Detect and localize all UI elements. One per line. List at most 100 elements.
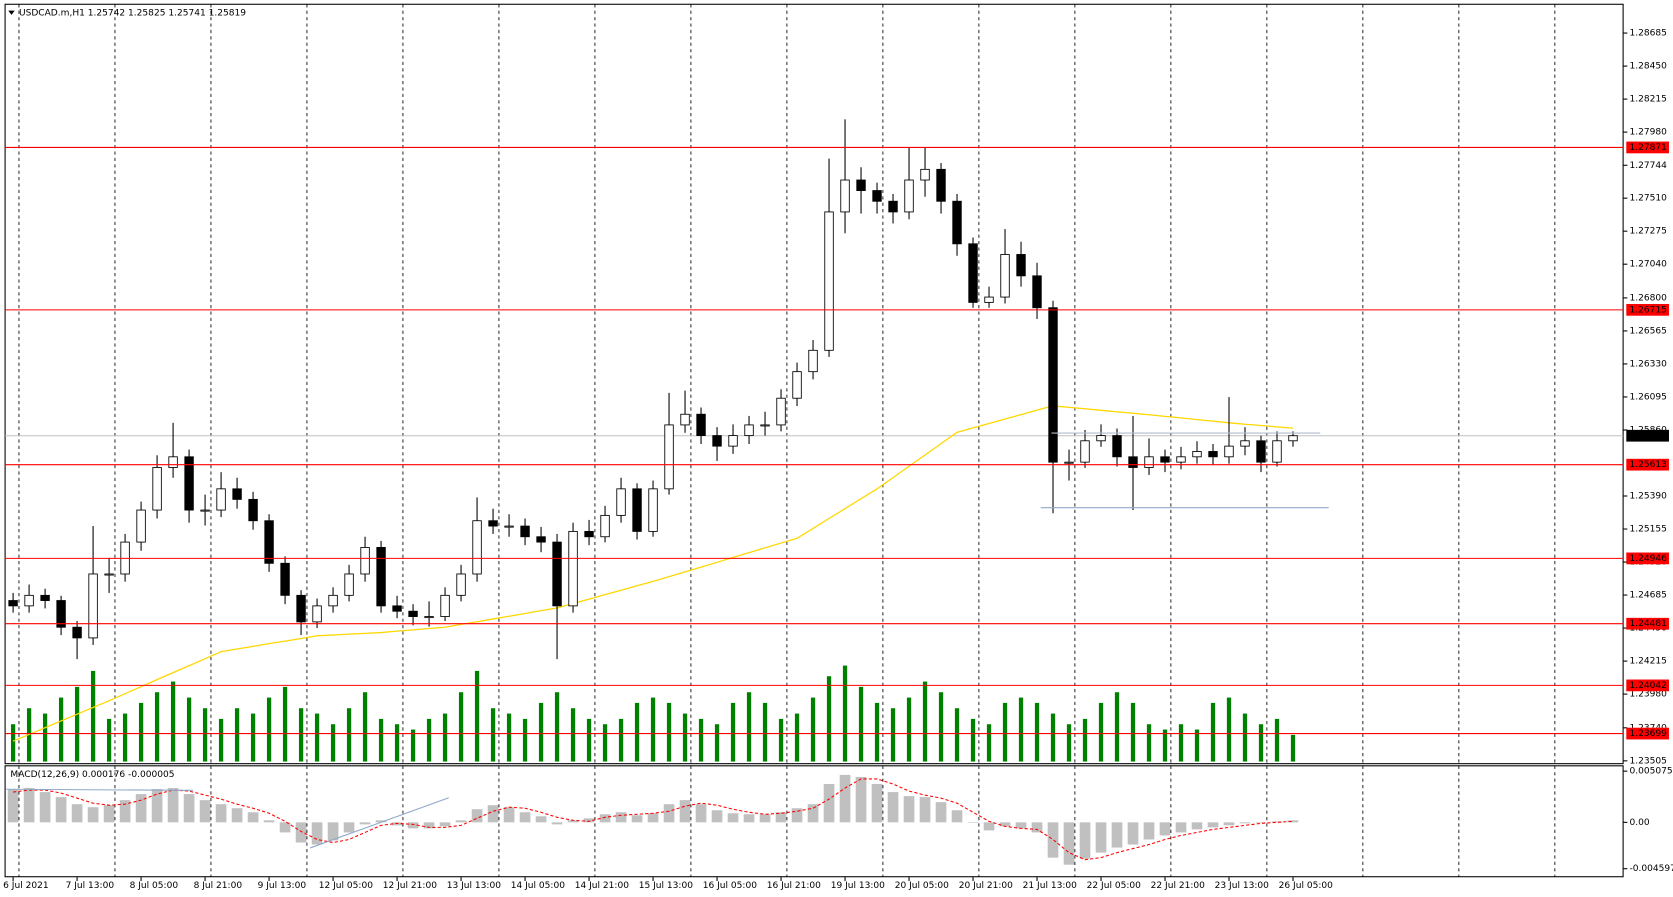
volume-bar <box>266 697 272 762</box>
volume-bar <box>90 670 96 762</box>
volume-bar <box>378 718 384 762</box>
level-label: 1.24946 <box>1630 554 1668 564</box>
candle-body <box>280 562 290 596</box>
y-tick-label: 1.26330 <box>1630 359 1668 369</box>
volume-bar <box>634 702 640 762</box>
volume-bar <box>1242 713 1248 762</box>
candle-body <box>1048 307 1058 463</box>
candle-body <box>88 573 98 639</box>
candle-body <box>184 456 194 511</box>
volume-bar <box>1290 734 1296 762</box>
candle-body <box>472 520 482 575</box>
plot <box>5 119 1624 865</box>
volume-bar <box>10 724 16 762</box>
candle-body <box>56 600 66 628</box>
candle-body <box>552 541 562 607</box>
candle-body <box>1064 461 1074 464</box>
volume-bar <box>554 692 560 762</box>
macd-bar <box>215 804 227 823</box>
macd-bar <box>823 784 835 823</box>
volume-bar <box>954 708 960 762</box>
volume-bar <box>298 708 304 762</box>
last-price-tag <box>1626 429 1669 442</box>
macd-bar <box>1255 822 1267 823</box>
x-tick-label: 16 Jul 05:00 <box>703 881 757 891</box>
macd-bar <box>487 805 499 823</box>
macd-bar <box>1271 821 1283 823</box>
candle-body <box>1288 435 1298 442</box>
volume-bar <box>74 686 80 762</box>
candle-body <box>1160 456 1170 463</box>
x-tick-label: 9 Jul 13:00 <box>258 881 307 891</box>
macd-bar <box>167 788 179 823</box>
candle-body <box>376 546 386 607</box>
macd-bar <box>231 808 243 823</box>
candle-body <box>584 530 594 538</box>
candle-body <box>1144 456 1154 468</box>
macd-bar <box>743 814 755 823</box>
candle-body <box>104 573 114 576</box>
macd-bar <box>1239 822 1251 824</box>
macd-bar <box>1159 822 1171 836</box>
x-tick-label: 20 Jul 05:00 <box>895 881 949 891</box>
candle-body <box>760 424 770 427</box>
volume-bar <box>186 697 192 762</box>
x-tick-label: 14 Jul 21:00 <box>575 881 629 891</box>
macd-title: MACD(12,26,9) 0.000176 -0.000005 <box>10 770 174 780</box>
candle-body <box>456 573 466 596</box>
macd-bar <box>583 818 595 823</box>
candle-body <box>1096 435 1106 442</box>
candle-body <box>1272 440 1282 463</box>
macd-bar <box>615 812 627 823</box>
macd-bar <box>1111 822 1123 848</box>
macd-bar <box>87 807 99 823</box>
volume-bar <box>570 708 576 762</box>
y-tick-label: 1.23505 <box>1630 756 1667 766</box>
macd-bar <box>407 822 419 829</box>
macd-bar <box>919 797 931 823</box>
macd-bar <box>103 805 115 823</box>
candle-body <box>72 626 82 639</box>
macd-bar <box>39 792 51 823</box>
macd-bar <box>983 822 995 831</box>
x-tick-label: 19 Jul 13:00 <box>831 881 885 891</box>
candle-body <box>536 536 546 543</box>
x-tick-label: 22 Jul 21:00 <box>1151 881 1205 891</box>
macd-bar <box>359 822 371 825</box>
y-tick-label: 1.24685 <box>1630 591 1667 601</box>
volume-bar <box>1258 724 1264 762</box>
volume-bar <box>1226 697 1232 762</box>
level-tag <box>1626 458 1669 471</box>
candle-body <box>392 605 402 612</box>
candle-body <box>648 488 658 532</box>
volume-bar <box>282 686 288 762</box>
volume-bar <box>906 697 912 762</box>
candle-body <box>664 424 674 490</box>
volume-bar <box>618 718 624 762</box>
macd-bar <box>423 822 435 829</box>
candle-body <box>296 594 306 623</box>
macd-bar <box>471 809 483 823</box>
volume-bar <box>1194 729 1200 762</box>
volume-bar <box>1050 713 1056 762</box>
candle-body <box>920 168 930 181</box>
x-tick-label: 12 Jul 05:00 <box>319 881 373 891</box>
candle-body <box>1128 456 1138 468</box>
x-tick-label: 20 Jul 21:00 <box>959 881 1013 891</box>
macd-bar <box>855 776 867 823</box>
volume-bar <box>858 686 864 762</box>
volume-bar <box>170 681 176 762</box>
candle-body <box>8 600 18 607</box>
macd-bar <box>695 804 707 823</box>
y-tick-label: 1.27275 <box>1630 227 1667 237</box>
candle-body <box>1240 440 1250 447</box>
candle-body <box>424 616 434 619</box>
menu-arrow[interactable] <box>8 10 15 15</box>
candle-body <box>744 424 754 437</box>
y-tick-label: 1.24215 <box>1630 657 1667 667</box>
macd-frame <box>4 765 1624 878</box>
macd-bar <box>903 796 915 823</box>
macd-bar <box>775 812 787 823</box>
volume-bar <box>1066 724 1072 762</box>
